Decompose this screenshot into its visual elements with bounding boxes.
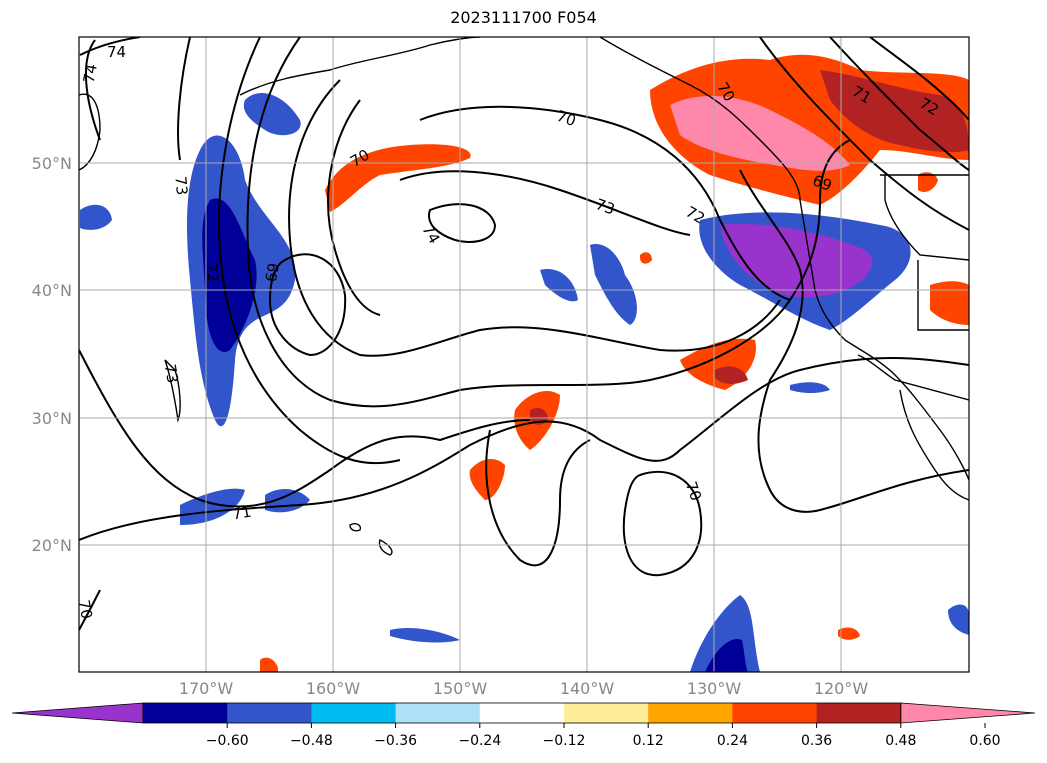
contour-label: 73	[161, 363, 182, 385]
contour-label: 69	[262, 262, 283, 284]
colorbar-segment	[648, 703, 733, 723]
colorbar-tick-label: 0.48	[885, 733, 916, 749]
coastlines	[79, 37, 969, 556]
lon-label: 160°W	[306, 679, 361, 698]
contour-label: 73	[171, 175, 191, 196]
colorbar-tick-label: 0.12	[633, 733, 664, 749]
colorbar-tick-label: −0.12	[543, 733, 586, 749]
map-frame	[78, 36, 970, 673]
contour-label: 74	[418, 221, 443, 247]
longitude-labels: 170°W 160°W 150°W 140°W 130°W 120°W	[179, 679, 869, 698]
colorbar: −0.60 −0.48 −0.36 −0.24 −0.12 0.12 0.24 0.36 0.4…	[11, 702, 1036, 749]
colorbar-segment	[479, 703, 565, 723]
contour-label: 72	[202, 262, 222, 283]
contour-label: 70	[682, 479, 705, 503]
contour-label: 70	[554, 107, 578, 130]
lat-label: 50°N	[32, 154, 72, 173]
lat-label: 40°N	[32, 281, 72, 300]
colorbar-extend-low	[11, 702, 144, 724]
map-plot-area: 74 74 73 73 72 69 70 70 73 74 72 70 69 7…	[75, 37, 969, 672]
colorbar-segment	[143, 703, 228, 723]
colorbar-tick-label: 0.24	[717, 733, 748, 749]
colorbar-tick-label: 0.60	[969, 733, 1000, 749]
colorbar-segment	[816, 703, 902, 723]
lat-label: 30°N	[32, 409, 72, 428]
contour-label: 71	[231, 503, 253, 524]
colorbar-frame	[142, 702, 902, 724]
negative-shading	[80, 92, 969, 672]
lon-label: 120°W	[814, 679, 869, 698]
colorbar-tick-label: −0.48	[290, 733, 333, 749]
colorbar-segment	[564, 703, 649, 723]
contour-label: 74	[107, 43, 126, 61]
latitude-labels: 50°N 40°N 30°N 20°N	[32, 154, 72, 555]
colorbar-segment	[227, 703, 312, 723]
contour-label: 74	[80, 63, 101, 85]
contour-label: 70	[75, 598, 96, 620]
lon-label: 150°W	[433, 679, 488, 698]
colorbar-segment	[395, 703, 481, 723]
map-title: 2023111700 F054	[450, 8, 597, 27]
map-gridlines	[79, 37, 969, 672]
contour-label: 73	[593, 195, 617, 218]
colorbar-tick-label: −0.60	[206, 733, 249, 749]
positive-shading	[260, 54, 969, 672]
lon-label: 130°W	[687, 679, 742, 698]
colorbar-segment	[732, 703, 818, 723]
colorbar-tick-label: 0.36	[801, 733, 832, 749]
colorbar-tick-label: −0.24	[458, 733, 501, 749]
colorbar-tick-label: −0.36	[374, 733, 417, 749]
colorbar-segment	[311, 703, 397, 723]
lat-label: 20°N	[32, 536, 72, 555]
contour-label: 69	[810, 171, 834, 194]
lon-label: 170°W	[179, 679, 234, 698]
lon-label: 140°W	[560, 679, 615, 698]
colorbar-extend-high	[900, 702, 1036, 724]
